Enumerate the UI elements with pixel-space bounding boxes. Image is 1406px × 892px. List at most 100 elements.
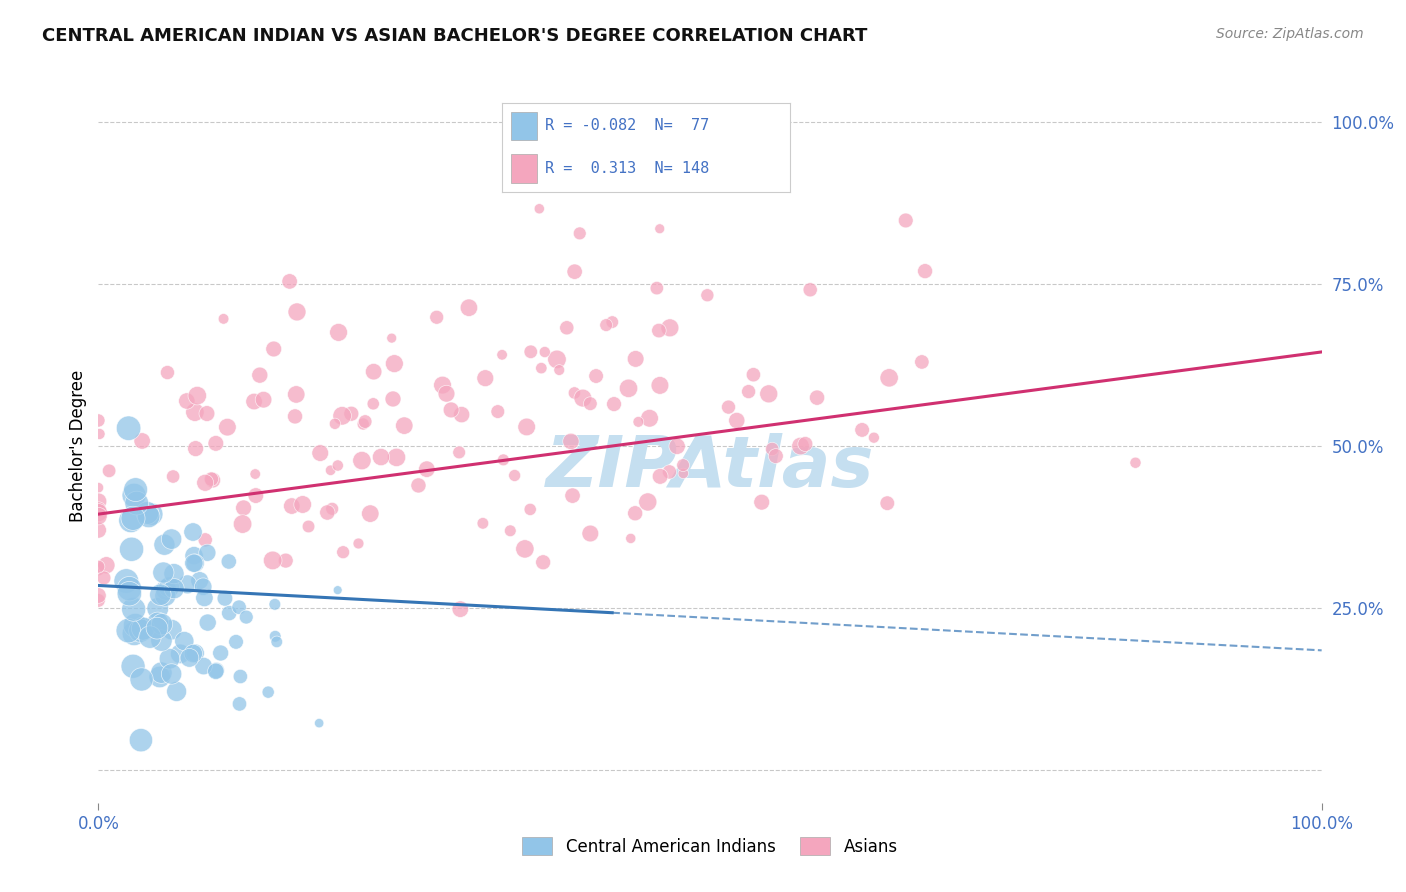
Point bbox=[122, 488, 145, 502]
Point bbox=[131, 623, 153, 637]
Point bbox=[564, 386, 586, 401]
Point bbox=[426, 310, 449, 325]
Point bbox=[440, 403, 463, 417]
Point bbox=[205, 436, 228, 450]
Point bbox=[146, 601, 169, 615]
Point bbox=[229, 669, 252, 683]
Point bbox=[863, 431, 886, 445]
Point bbox=[648, 221, 671, 235]
Point bbox=[381, 331, 404, 345]
Point bbox=[531, 555, 554, 569]
Point bbox=[122, 602, 145, 616]
Point bbox=[696, 288, 718, 302]
Point bbox=[579, 397, 602, 411]
Point bbox=[416, 462, 439, 476]
Point bbox=[176, 394, 198, 409]
Point bbox=[166, 684, 188, 698]
Point bbox=[214, 591, 236, 606]
Point bbox=[245, 467, 267, 481]
Point bbox=[568, 227, 591, 241]
Point bbox=[436, 386, 458, 401]
Point bbox=[197, 615, 219, 630]
Point bbox=[285, 387, 308, 401]
Text: CENTRAL AMERICAN INDIAN VS ASIAN BACHELOR'S DEGREE CORRELATION CHART: CENTRAL AMERICAN INDIAN VS ASIAN BACHELO… bbox=[42, 27, 868, 45]
Point bbox=[877, 371, 900, 385]
Point bbox=[600, 315, 623, 329]
Point bbox=[450, 408, 472, 422]
Point bbox=[124, 483, 146, 497]
Point bbox=[725, 413, 748, 427]
Point bbox=[162, 469, 184, 483]
Point bbox=[564, 265, 586, 279]
Point bbox=[228, 697, 250, 711]
Point bbox=[408, 478, 430, 492]
Point bbox=[131, 434, 153, 448]
Point bbox=[385, 450, 408, 465]
Point bbox=[153, 538, 176, 552]
Point bbox=[620, 532, 643, 546]
Point bbox=[284, 409, 307, 424]
Point bbox=[560, 434, 582, 449]
Point bbox=[184, 556, 207, 570]
Point bbox=[87, 481, 110, 495]
Point bbox=[352, 417, 374, 431]
Point bbox=[285, 305, 308, 319]
Point bbox=[520, 344, 543, 359]
Point bbox=[132, 622, 155, 636]
Point bbox=[117, 624, 139, 638]
Point bbox=[87, 413, 110, 427]
Point bbox=[326, 458, 349, 473]
Point bbox=[645, 281, 668, 295]
Point bbox=[794, 437, 817, 451]
Point bbox=[193, 659, 215, 673]
Point bbox=[120, 513, 142, 527]
Point bbox=[624, 506, 647, 520]
Point bbox=[184, 442, 207, 456]
Point bbox=[672, 458, 695, 472]
Point bbox=[163, 582, 186, 596]
Point bbox=[323, 417, 346, 431]
Point bbox=[156, 366, 179, 380]
Point bbox=[789, 439, 811, 453]
Point bbox=[449, 602, 471, 616]
Point bbox=[382, 357, 405, 371]
Point bbox=[200, 472, 222, 486]
Point bbox=[648, 324, 671, 338]
Point bbox=[751, 495, 773, 509]
Point bbox=[89, 427, 111, 442]
Point bbox=[121, 542, 143, 557]
Point bbox=[228, 600, 250, 615]
Point bbox=[363, 365, 385, 379]
Point bbox=[212, 311, 235, 326]
Point bbox=[131, 673, 153, 687]
Point bbox=[209, 646, 232, 660]
Point bbox=[87, 494, 110, 508]
Point bbox=[184, 646, 207, 660]
Point bbox=[169, 647, 191, 661]
Point bbox=[354, 415, 377, 429]
Point bbox=[894, 213, 917, 227]
Point bbox=[243, 394, 266, 409]
Point bbox=[533, 345, 555, 359]
Point bbox=[129, 733, 152, 747]
Point bbox=[308, 716, 330, 731]
Point bbox=[204, 665, 226, 679]
Point bbox=[122, 626, 145, 640]
Point bbox=[585, 369, 607, 384]
Point bbox=[122, 511, 145, 525]
Point bbox=[235, 610, 257, 624]
Point bbox=[181, 647, 204, 661]
Point bbox=[122, 659, 145, 673]
Point bbox=[188, 574, 211, 588]
Point bbox=[217, 420, 239, 434]
Point bbox=[184, 405, 207, 419]
Point bbox=[519, 502, 541, 516]
Point bbox=[617, 381, 640, 395]
Point bbox=[138, 509, 160, 524]
Point bbox=[347, 536, 370, 550]
Point bbox=[176, 577, 198, 591]
Point bbox=[263, 342, 285, 356]
Point bbox=[136, 506, 159, 520]
Point bbox=[146, 615, 169, 630]
Point bbox=[183, 549, 205, 563]
